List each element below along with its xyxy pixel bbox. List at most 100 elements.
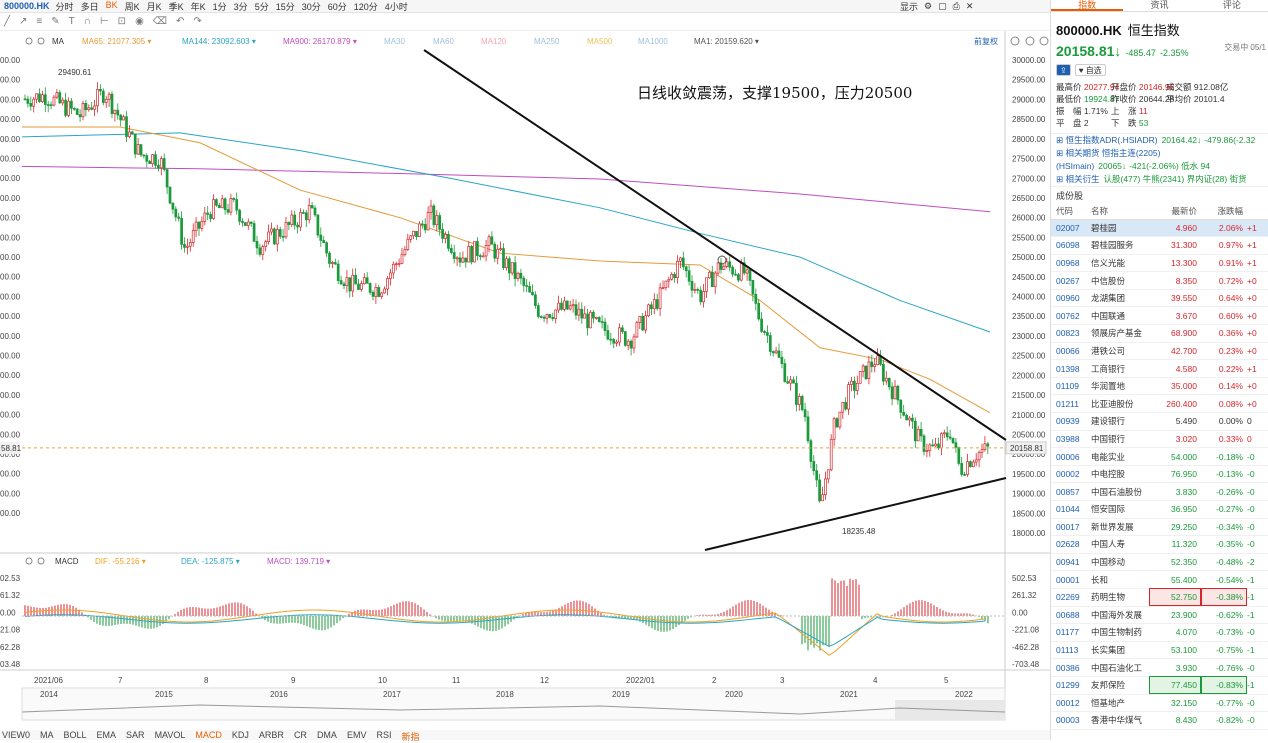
tab-index[interactable]: 指数 [1051,0,1124,11]
column-header[interactable]: 最新价 [1149,204,1201,220]
table-cell: -0 [1247,518,1268,537]
table-row[interactable]: 00006 电能实业 54.000 -0.18% -0 [1051,447,1268,466]
display-menu[interactable]: 显示 [900,2,919,12]
camera-icon[interactable]: ⎙ [952,1,960,11]
table-row[interactable]: 00939 建设银行 5.490 0.00% 0 [1051,412,1268,431]
indicator-tab[interactable]: VIEW0 [2,730,31,740]
indicator-tab[interactable]: DMA [316,730,337,740]
table-row[interactable]: 00960 龙湖集团 39.550 0.64% +0 [1051,289,1268,308]
related-item[interactable]: ⊞ 相关期货 恒指主连(2205)(HSImain) 20065↓ -421(-2.… [1056,148,1210,171]
ruler-icon[interactable]: ⊢ [99,16,109,27]
candle [699,289,703,303]
indicator-tab[interactable]: ARBR [258,730,284,740]
watchlist-button[interactable]: ♥ 自选 [1074,64,1106,76]
magnet-icon[interactable]: ∩ [83,16,91,27]
table-row[interactable]: 03988 中国银行 3.020 0.33% 0 [1051,430,1268,449]
period-tab[interactable]: 30分 [301,1,321,12]
period-tab[interactable]: 15分 [275,1,295,12]
period-tab[interactable]: 60分 [327,1,347,12]
table-row[interactable]: 00857 中国石油股份 3.830 -0.26% -0 [1051,482,1268,501]
share-button[interactable]: ⇪ [1056,64,1071,76]
table-row[interactable]: 01109 华润置地 35.000 0.14% +0 [1051,377,1268,396]
table-row[interactable]: 01398 工商银行 4.580 0.22% +1 [1051,359,1268,378]
table-row[interactable]: 00012 恒基地产 32.150 -0.77% -0 [1051,694,1268,713]
table-row[interactable]: 00002 中电控股 76.950 -0.13% -0 [1051,465,1268,484]
indicator-tab[interactable]: CR [293,730,307,740]
indicator-tab[interactable]: SAR [126,730,145,740]
table-row[interactable]: 00823 领展房产基金 68.900 0.36% +0 [1051,324,1268,343]
table-row[interactable]: 00017 新世界发展 29.250 -0.34% -0 [1051,518,1268,537]
redo-icon[interactable]: ↷ [193,16,202,27]
overview-year-label: 2017 [383,690,401,699]
lock-icon[interactable]: ⊡ [117,16,127,27]
table-row[interactable]: 00267 中信股份 8.350 0.72% +0 [1051,271,1268,290]
table-cell: -0.48% [1201,553,1247,572]
indicator-tab[interactable]: MAVOL [154,730,186,740]
indicator-tab[interactable]: MA [40,730,54,740]
candle [644,315,647,331]
chart-area[interactable]: 800000.HK 分时 多日 BK 周K 月K 季K 年K 1分 3分 5分 15分 30分 60分 1… [0,0,1050,742]
kline-chart[interactable]: MA MA65: 21077.305 ▾ MA144: 23092.603 ▾ MA9… [0,0,1050,730]
candle [884,377,888,382]
table-row[interactable]: 00066 港铁公司 42.700 0.23% +0 [1051,342,1268,361]
table-row[interactable]: 01211 比亚迪股份 260.400 0.08% +0 [1051,394,1268,414]
table-cell: 8.430 [1149,711,1201,730]
column-header[interactable]: 涨跌幅 [1201,204,1247,220]
tab-news[interactable]: 资讯 [1150,0,1169,10]
indicator-tab[interactable]: EMV [346,730,367,740]
table-row[interactable]: 00003 香港中华煤气 8.430 -0.82% -0 [1051,711,1268,730]
delete-icon[interactable]: ⌫ [152,16,167,27]
table-row[interactable]: 00941 中国移动 52.350 -0.48% -2 [1051,553,1268,572]
indicator-tab[interactable]: 新指 [401,732,420,742]
indicator-tab[interactable]: KDJ [231,730,249,740]
period-tab[interactable]: 3分 [233,1,248,12]
table-row[interactable]: 00688 中国海外发展 23.900 -0.62% -1 [1051,606,1268,625]
candle [180,218,183,245]
undo-icon[interactable]: ↶ [175,16,185,27]
indicator-tab[interactable]: MACD [195,730,222,740]
table-row[interactable]: 00968 信义光能 13.300 0.91% +1 [1051,254,1268,273]
table-row[interactable]: 02628 中国人寿 11.320 -0.35% -0 [1051,535,1268,554]
table-row[interactable]: 02269 药明生物 52.750 -0.38% -1 [1051,588,1268,607]
table-row[interactable]: 02007 碧桂园 4.960 2.06% +1 [1051,219,1268,238]
indicator-tab[interactable]: EMA [96,730,117,740]
table-row[interactable]: 00001 长和 55.400 -0.54% -1 [1051,570,1268,589]
related-item[interactable]: ⊞ 恒生指数ADR(.HSIADR) 20164.42↓ -479.86(-2.32 [1056,135,1256,145]
table-cell: 港铁公司 [1091,342,1149,361]
period-tab[interactable]: 多日 [80,1,99,12]
column-header[interactable] [1247,204,1268,220]
period-tab[interactable]: 4小时 [384,1,408,12]
table-row[interactable]: 01177 中国生物制药 4.070 -0.73% -0 [1051,623,1268,642]
column-header[interactable]: 代码 [1051,204,1091,220]
related-item[interactable]: ⊞ 相关衍生 认股(477) 牛熊(2341) 界内证(28) 街货 [1056,174,1247,184]
trend-line-icon[interactable]: ╱ [4,16,11,27]
period-tab[interactable]: 月K [146,1,162,12]
table-row[interactable]: 01299 友邦保险 77.450 -0.83% -1 [1051,676,1268,695]
table-row[interactable]: 00762 中国联通 3.670 0.60% +0 [1051,306,1268,326]
brush-icon[interactable]: ✎ [51,16,60,27]
fib-icon[interactable]: ≡ [36,16,43,27]
window-icon[interactable]: ▢ [938,1,947,11]
eye-icon[interactable]: ◉ [135,16,144,27]
period-tab[interactable]: 季K [168,1,184,12]
period-tab[interactable]: BK [105,0,118,10]
arrow-icon[interactable]: ↗ [19,16,28,27]
table-row[interactable]: 01113 长实集团 53.100 -0.75% -1 [1051,641,1268,660]
column-header[interactable]: 名称 [1091,204,1149,220]
table-row[interactable]: 00386 中国石油化工 3.930 -0.76% -0 [1051,658,1268,677]
text-icon[interactable]: T [68,16,75,27]
tab-comments[interactable]: 评论 [1222,0,1241,10]
table-row[interactable]: 06098 碧桂园服务 31.300 0.97% +1 [1051,236,1268,255]
indicator-tab[interactable]: RSI [376,730,392,740]
period-tab[interactable]: 分时 [55,1,74,12]
close-icon[interactable]: ✕ [965,1,974,11]
period-tab[interactable]: 120分 [353,1,378,12]
period-tab[interactable]: 周K [124,1,140,12]
period-tab[interactable]: 年K [190,1,206,12]
period-tab[interactable]: 1分 [212,1,227,12]
candle [664,280,668,289]
settings-icon[interactable]: ⚙ [924,1,933,11]
period-tab[interactable]: 5分 [254,1,269,12]
indicator-tab[interactable]: BOLL [63,730,87,740]
table-row[interactable]: 01044 恒安国际 36.950 -0.27% -0 [1051,500,1268,519]
